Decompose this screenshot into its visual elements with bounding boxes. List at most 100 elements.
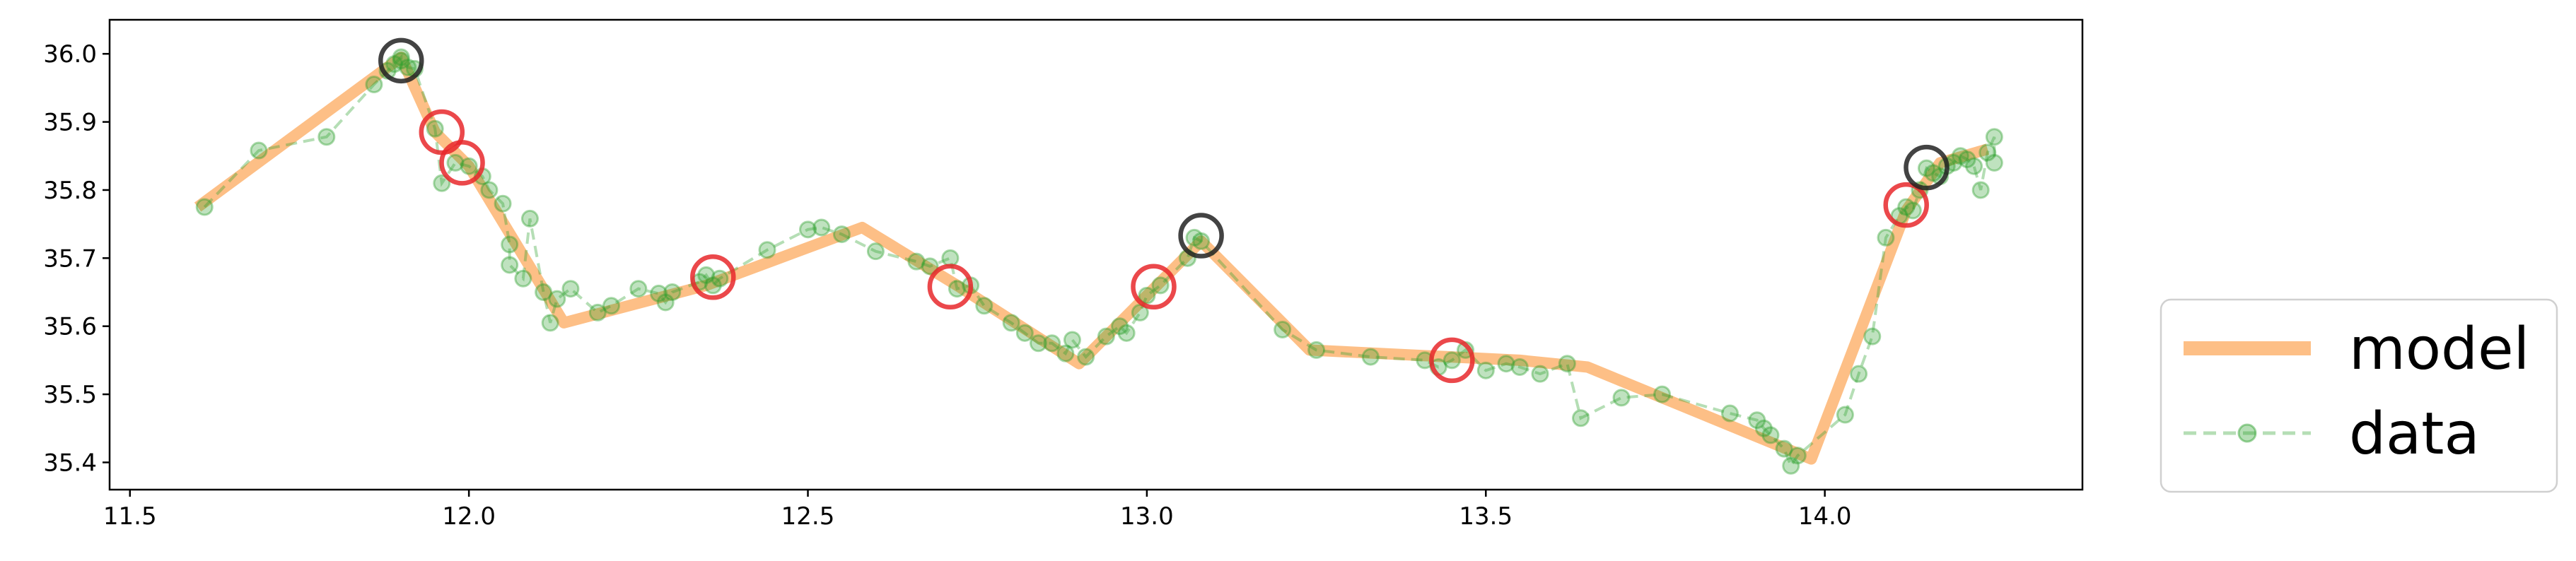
data-point (1307, 341, 1326, 359)
data-point (561, 280, 580, 298)
red-highlight-circle (927, 264, 974, 310)
data-point (1361, 348, 1380, 366)
data-point (704, 276, 722, 295)
data-point (907, 252, 926, 271)
y-axis: 35.4 35.5 35.6 35.7 35.8 35.9 36.0 (43, 40, 110, 477)
data-point (1951, 147, 1969, 165)
data-line (203, 54, 1996, 469)
data-point (385, 55, 404, 73)
data-point (1985, 153, 2003, 172)
data-point (1002, 314, 1020, 332)
data-point (656, 293, 675, 312)
data-point (1151, 276, 1170, 295)
y-tick-label: 35.9 (43, 109, 97, 137)
data-point (1097, 327, 1115, 346)
legend: model data (2160, 298, 2558, 493)
model-series (194, 52, 1989, 465)
x-tick-label: 11.5 (103, 502, 157, 531)
data-point (1117, 324, 1136, 342)
data-point (941, 249, 960, 267)
data-point (1497, 355, 1515, 373)
data-point (1185, 228, 1204, 247)
data-point (501, 256, 519, 274)
x-tick-label: 13.0 (1120, 502, 1174, 531)
data-point (948, 280, 966, 298)
data-point (1754, 419, 1773, 437)
data-point (480, 181, 499, 199)
x-tick-label: 13.5 (1459, 502, 1513, 531)
data-point (1476, 361, 1495, 379)
data-point (799, 220, 817, 239)
data-point (1985, 128, 2003, 146)
data-point (629, 280, 648, 298)
data-point (365, 76, 383, 94)
data-point (1111, 317, 1129, 336)
data-point (433, 174, 451, 192)
data-point (866, 242, 885, 261)
x-tick-label: 14.0 (1798, 502, 1852, 531)
data-point (426, 119, 444, 138)
data-point (520, 209, 539, 228)
data-point (1971, 181, 1990, 199)
data-point (501, 235, 519, 254)
data-point (1863, 327, 1882, 346)
data-point (1015, 324, 1034, 342)
y-tick-label: 35.7 (43, 244, 97, 273)
data-point (1443, 351, 1461, 370)
data-point (460, 157, 478, 175)
data-point (446, 153, 465, 172)
data-point (1788, 447, 1807, 465)
data-point (1924, 164, 1942, 182)
data-point (1748, 411, 1766, 430)
data-point (711, 269, 729, 288)
data-point (1775, 439, 1793, 458)
data-point (975, 297, 993, 315)
data-point (602, 297, 620, 315)
legend-data-label: data (2349, 401, 2480, 468)
data-point (548, 290, 566, 308)
black-highlight-circle (1178, 213, 1224, 259)
model-line (194, 52, 1989, 465)
plot-frame (108, 18, 2084, 491)
data-point (392, 52, 410, 70)
y-tick-label: 35.8 (43, 177, 97, 205)
data-point (494, 194, 512, 213)
data-point (317, 128, 336, 146)
x-axis: 11.5 12.0 12.5 13.0 13.5 14.0 (103, 490, 1852, 531)
data-point (1958, 150, 1976, 169)
data-point (1030, 334, 1048, 353)
data-point (1138, 286, 1156, 305)
red-highlight-circle (439, 140, 485, 186)
data-point (1978, 143, 1997, 162)
data-point (1904, 201, 1922, 220)
data-point (1782, 456, 1800, 475)
data-point (1531, 365, 1549, 383)
data-point (812, 218, 831, 237)
data-point (1720, 404, 1739, 423)
data-point (1274, 321, 1292, 339)
data-point (1063, 331, 1081, 349)
data-point (758, 241, 776, 259)
data-point (1612, 389, 1631, 407)
data-point (1572, 409, 1590, 427)
data-point (535, 283, 553, 302)
x-tick-label: 12.5 (781, 502, 835, 531)
data-point (541, 314, 559, 332)
data-point (399, 58, 417, 76)
data-point (195, 198, 214, 216)
data-point (250, 141, 268, 160)
data-point (921, 257, 939, 276)
data-point (1558, 355, 1576, 373)
plot-background (110, 20, 2082, 490)
black-highlight-circle (1904, 144, 1950, 191)
legend-data-marker (2237, 423, 2257, 443)
y-tick-label: 36.0 (43, 40, 97, 69)
legend-model-label: model (2349, 316, 2529, 383)
highlight-circles (378, 37, 1950, 384)
red-highlight-circle (690, 254, 736, 300)
data-series (195, 48, 2003, 475)
data-point (1077, 348, 1095, 366)
y-tick-label: 35.6 (43, 313, 97, 341)
red-highlight-circle (1429, 337, 1475, 384)
